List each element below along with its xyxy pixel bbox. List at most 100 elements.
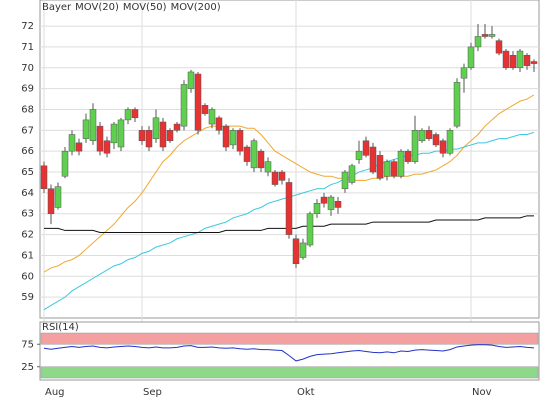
candle-body [481,34,489,37]
y-tick-label: 60 [21,271,34,282]
candle-body [215,117,223,131]
candle-body [124,109,132,121]
candle-body [418,130,426,142]
y-tick-label: 70 [21,63,34,74]
candle-body [89,109,97,142]
candle-body [390,161,398,177]
y-tick-label: 71 [21,42,34,53]
rsi-band [40,332,539,345]
y-tick-label: 64 [21,188,34,199]
candle-body [257,150,265,169]
y-tick-label: 63 [21,209,34,220]
candle-body [530,61,538,64]
candle-body [313,203,321,214]
candle-body [488,34,496,37]
candle-body [341,171,349,189]
y-tick-label: 67 [21,125,34,136]
candle-body [446,130,454,154]
candle-body [453,82,461,127]
y-tick-label: 68 [21,104,34,115]
candle-body [131,109,139,119]
x-tick-label: Nov [472,387,492,398]
candle-body [201,105,209,114]
legend-entry: MOV(50) [123,2,167,13]
candle-body [439,140,447,154]
candle-body [306,213,314,246]
candle-body [411,130,419,162]
candle-body [278,171,286,181]
candle-body [103,140,111,154]
candle-body [495,40,503,54]
x-tick-label: Okt [297,387,315,398]
candle-body [362,140,370,156]
candle-body [355,150,363,160]
candle-body [187,71,195,89]
y-tick-label: 25 [21,362,34,373]
x-tick-label: Sep [143,387,162,398]
candle-body [159,121,167,148]
candle-body [474,36,482,48]
candle-body [271,171,279,185]
y-tick-label: 61 [21,250,34,261]
y-tick-label: 72 [21,21,34,32]
candle-body [208,109,216,125]
candle-body [96,125,104,152]
candle-body [166,130,174,142]
y-tick-label: 69 [21,84,34,95]
line [43,344,535,362]
candle-body [110,123,118,144]
candle-body [250,140,258,169]
x-tick-label: Aug [45,387,65,398]
candle-body [509,55,517,69]
candle-body [138,130,146,142]
plot-area [39,0,540,319]
y-tick-label: 59 [21,292,34,303]
candle-body [523,55,531,66]
candle-body [425,130,433,139]
candle-body [516,50,524,69]
rsi-band [40,366,539,379]
candle-body [376,155,384,179]
candle-body [243,146,251,162]
legend-entry: MOV(20) [75,2,119,13]
candle-body [236,130,244,152]
candle-body [285,182,293,235]
y-tick-label: 62 [21,230,34,241]
candle-body [292,238,300,265]
candle-body [334,200,342,208]
candle-body [47,188,55,214]
candle-body [264,161,272,173]
y-tick-label: 65 [21,167,34,178]
candle-body [502,50,510,69]
candle-body [348,165,356,183]
candle-body [145,130,153,148]
candle-body [460,67,468,79]
candle-body [54,186,62,208]
candle-body [404,150,412,162]
line [43,94,535,273]
candle-body [180,84,188,127]
candle-body [467,46,475,69]
candle-body [327,196,335,210]
candle-body [75,142,83,152]
candle-body [82,119,90,139]
legend-entry: Bayer [42,2,72,13]
candle-body [194,73,202,131]
candle-body [222,125,230,148]
candle-body [320,196,328,204]
candle-body [383,161,391,177]
candle-body [299,242,307,258]
candle-body [173,123,181,131]
candle-body [68,134,76,152]
candle-body [40,165,48,189]
candle-body [117,119,125,148]
y-tick-label: 66 [21,146,34,157]
legend-entry: MOV(200) [171,2,221,13]
candle-body [61,150,69,177]
candle-body [369,146,377,173]
candle-body [397,150,405,177]
candle-body [229,130,237,146]
candle-body [152,117,160,139]
y-tick-label: 75 [21,339,34,350]
